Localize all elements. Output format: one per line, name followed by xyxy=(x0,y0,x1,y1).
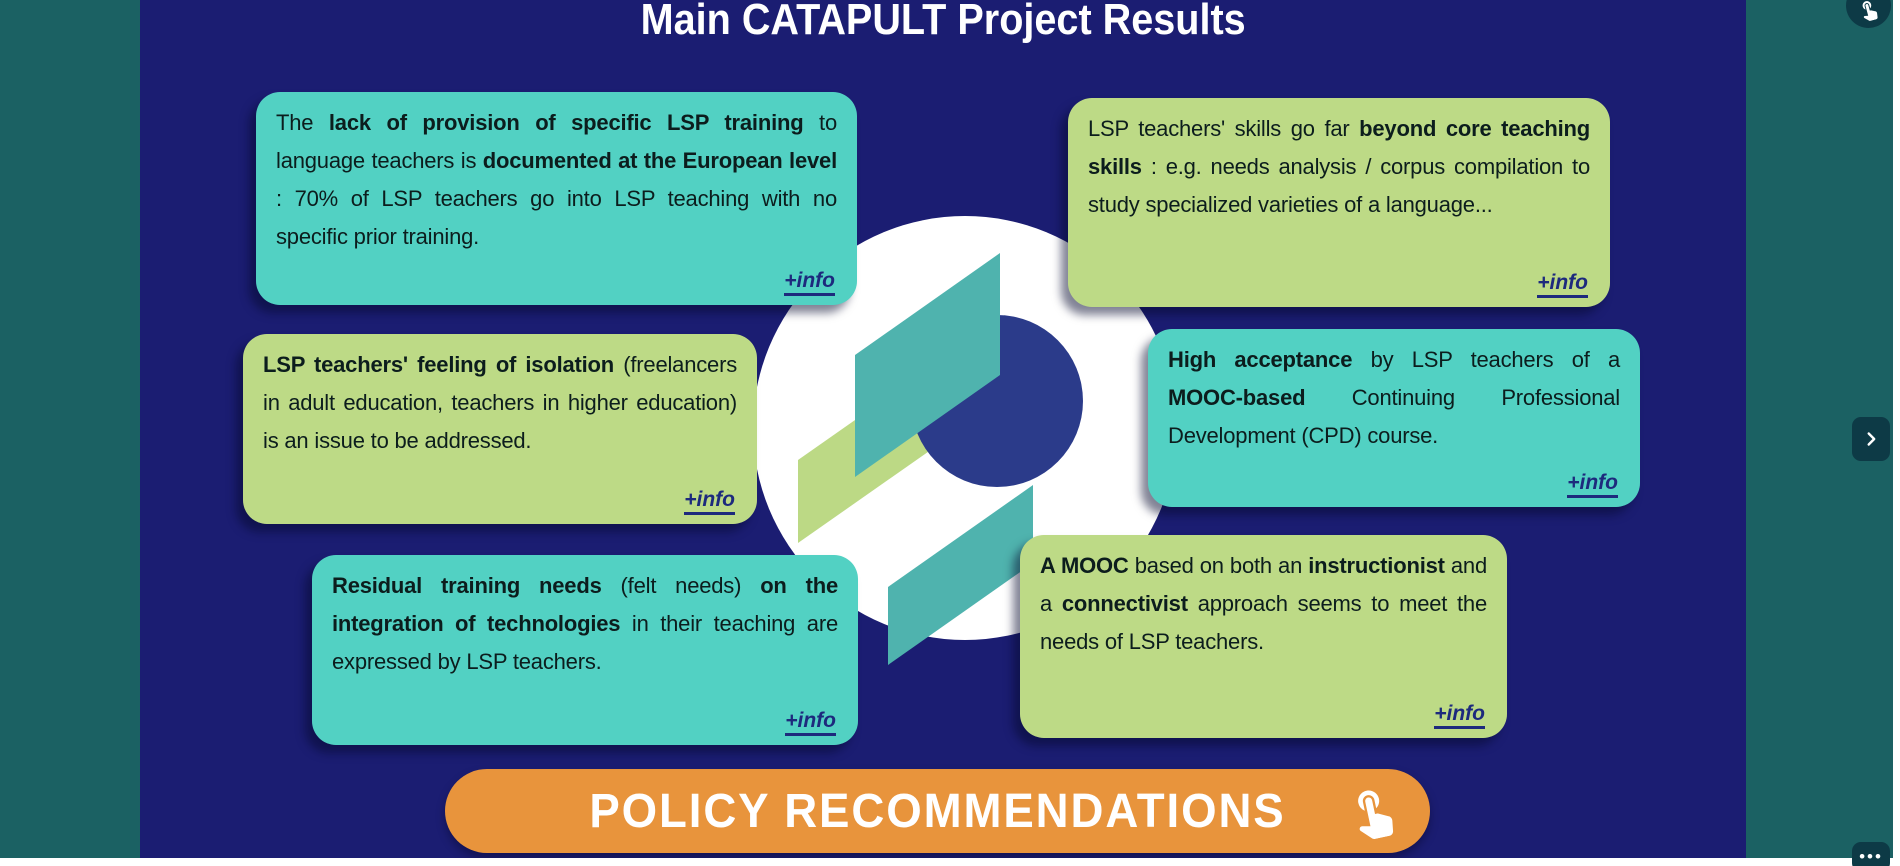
tap-hand-icon xyxy=(1862,1,1878,21)
tap-hand-icon xyxy=(1358,790,1394,839)
result-card-mooc-approach: A MOOC based on both an instructionist a… xyxy=(1020,535,1507,738)
info-link[interactable]: +info xyxy=(784,269,835,296)
card-text: A MOOC based on both an instructionist a… xyxy=(1040,553,1487,654)
policy-recommendations-button[interactable]: POLICY RECOMMENDATIONS xyxy=(445,769,1430,853)
info-link[interactable]: +info xyxy=(684,488,735,515)
next-page-button[interactable] xyxy=(1852,417,1890,461)
result-card-skills-beyond-core: LSP teachers' skills go far beyond core … xyxy=(1068,98,1610,307)
result-card-training-gap: The lack of provision of specific LSP tr… xyxy=(256,92,857,305)
catapult-logo xyxy=(753,216,1177,665)
card-text: High acceptance by LSP teachers of a MOO… xyxy=(1168,347,1621,448)
policy-recommendations-label: POLICY RECOMMENDATIONS xyxy=(589,784,1286,838)
page-title-text: Main CATAPULT Project Results xyxy=(640,0,1246,44)
result-card-mooc-acceptance: High acceptance by LSP teachers of a MOO… xyxy=(1148,329,1640,507)
browser-background-right xyxy=(1893,0,1900,866)
browser-background-bottom xyxy=(0,858,1900,866)
info-link[interactable]: +info xyxy=(1434,702,1485,729)
result-card-isolation: LSP teachers' feeling of isolation (free… xyxy=(243,334,757,524)
more-options-button[interactable]: ••• xyxy=(1852,842,1890,866)
card-text: LSP teachers' feeling of isolation (free… xyxy=(263,352,738,453)
info-link[interactable]: +info xyxy=(1537,271,1588,298)
logo-teal-bar-top xyxy=(855,253,1000,477)
card-text: The lack of provision of specific LSP tr… xyxy=(276,110,837,249)
slide: Main CATAPULT Project Results The lack o… xyxy=(140,0,1746,858)
ellipsis-icon: ••• xyxy=(1859,847,1883,866)
info-link[interactable]: +info xyxy=(1567,471,1618,498)
card-text: Residual training needs (felt needs) on … xyxy=(332,573,839,674)
logo-teal-bar-bottom xyxy=(888,485,1033,665)
result-card-residual-needs: Residual training needs (felt needs) on … xyxy=(312,555,858,745)
info-link[interactable]: +info xyxy=(785,709,836,736)
chevron-right-icon xyxy=(1867,432,1876,446)
page-title: Main CATAPULT Project Results xyxy=(140,0,1746,46)
card-text: LSP teachers' skills go far beyond core … xyxy=(1088,116,1590,217)
